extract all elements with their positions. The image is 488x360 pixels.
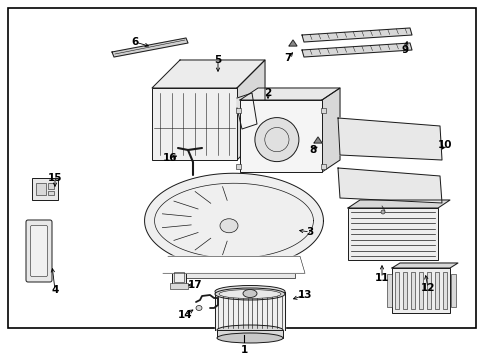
Polygon shape <box>237 93 257 129</box>
Bar <box>236 164 241 169</box>
Bar <box>386 274 391 307</box>
Bar <box>426 272 430 309</box>
Text: 6: 6 <box>131 37 138 47</box>
Bar <box>394 272 398 309</box>
Bar <box>434 272 438 309</box>
Polygon shape <box>152 60 264 88</box>
Polygon shape <box>237 60 264 160</box>
Polygon shape <box>302 43 411 57</box>
Polygon shape <box>302 28 411 42</box>
Text: 1: 1 <box>240 345 247 355</box>
Text: 8: 8 <box>309 145 316 155</box>
Bar <box>391 268 449 313</box>
Bar <box>320 108 325 113</box>
Bar <box>442 272 446 309</box>
Bar <box>402 272 406 309</box>
Bar <box>418 272 422 309</box>
Polygon shape <box>215 292 285 330</box>
Text: 13: 13 <box>297 290 312 300</box>
Bar <box>36 183 46 195</box>
Bar <box>8 8 475 328</box>
Text: 12: 12 <box>420 283 434 293</box>
Polygon shape <box>337 168 441 203</box>
Bar <box>320 164 325 169</box>
FancyBboxPatch shape <box>26 220 52 282</box>
Bar <box>217 330 283 338</box>
Text: 9: 9 <box>401 45 408 55</box>
Text: 3: 3 <box>306 227 313 237</box>
Bar <box>32 178 58 200</box>
Bar <box>173 266 294 278</box>
Bar <box>170 283 187 289</box>
Bar <box>174 272 183 282</box>
Polygon shape <box>391 263 457 268</box>
Polygon shape <box>337 118 441 160</box>
Bar <box>410 272 414 309</box>
Text: 2: 2 <box>264 88 271 98</box>
Ellipse shape <box>219 289 281 298</box>
Polygon shape <box>144 173 323 268</box>
Polygon shape <box>163 256 305 273</box>
Polygon shape <box>321 88 339 172</box>
Bar <box>48 191 54 195</box>
Polygon shape <box>112 38 187 57</box>
Bar <box>347 208 437 260</box>
Text: 11: 11 <box>374 273 388 283</box>
Bar <box>48 183 54 189</box>
Bar <box>152 88 237 160</box>
Ellipse shape <box>264 127 288 152</box>
Text: 4: 4 <box>51 285 59 295</box>
Ellipse shape <box>217 325 283 335</box>
Bar <box>172 270 185 284</box>
Text: 7: 7 <box>284 53 291 63</box>
Text: 15: 15 <box>48 173 62 183</box>
Polygon shape <box>288 40 296 46</box>
Text: 10: 10 <box>437 140 451 150</box>
Polygon shape <box>240 88 339 100</box>
Polygon shape <box>313 137 321 143</box>
Ellipse shape <box>215 288 285 300</box>
Ellipse shape <box>220 219 238 233</box>
Ellipse shape <box>217 333 283 343</box>
Bar <box>236 108 241 113</box>
Ellipse shape <box>215 285 285 297</box>
Ellipse shape <box>196 306 202 310</box>
Text: 14: 14 <box>177 310 192 320</box>
Text: 16: 16 <box>163 153 177 163</box>
Polygon shape <box>347 200 449 208</box>
Ellipse shape <box>380 210 384 214</box>
FancyBboxPatch shape <box>30 225 47 276</box>
Ellipse shape <box>254 118 298 162</box>
Bar <box>240 100 321 172</box>
Text: 5: 5 <box>214 55 221 65</box>
Bar <box>450 274 455 307</box>
Ellipse shape <box>243 289 257 297</box>
Text: 17: 17 <box>187 280 202 290</box>
